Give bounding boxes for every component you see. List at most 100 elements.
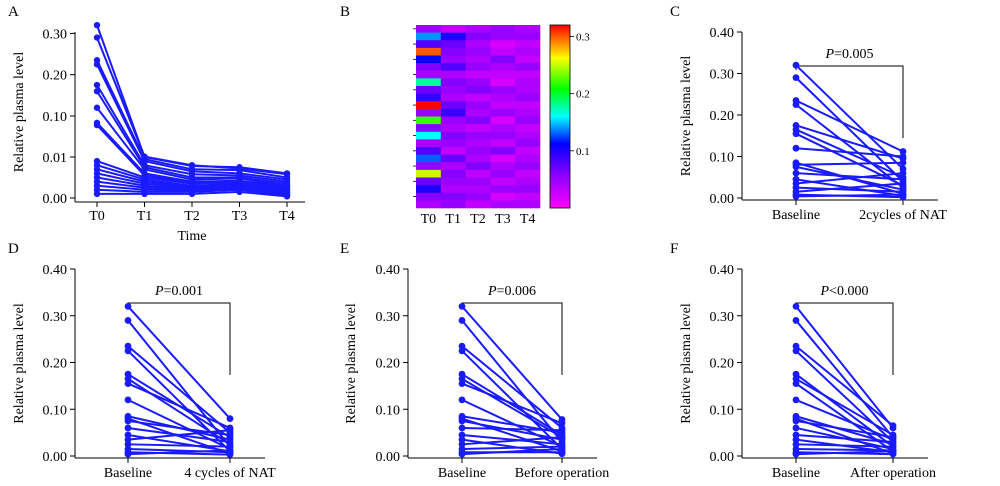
panel-ytick-label: 0.30 <box>710 68 735 83</box>
panel-b-heatmap-cell <box>515 162 541 171</box>
panel-b-heatmap-cell <box>515 139 541 148</box>
panel-b-heatmap-cell <box>490 32 516 41</box>
panel-ylabel: Relative plasma level <box>679 303 694 424</box>
panel-pvalue-text: =0.005 <box>834 47 873 62</box>
panel-ytick-label: 0.30 <box>43 310 68 325</box>
panel-b-heatmap <box>413 25 541 209</box>
panel-b-heatmap-cell <box>416 147 442 155</box>
panel-pair-line <box>795 415 894 446</box>
panel-b-heatmap-cell <box>515 101 541 110</box>
panel-followup-point <box>899 153 907 160</box>
panel-b-heatmap-cell <box>416 32 442 41</box>
panel-xtick-label: Before operation <box>515 466 609 481</box>
panel-b-colorbar-label: 0.2 <box>576 89 590 101</box>
panel-ytick-label: 0.20 <box>710 109 735 124</box>
panel-b-heatmap-cell <box>416 192 442 201</box>
panel-b-heatmap-cell <box>490 78 516 87</box>
panel-baseline-point <box>792 101 800 109</box>
panel-pair-line <box>127 382 231 429</box>
panel-a-ytick-label: 0.40 <box>43 0 68 1</box>
panel-pair-line <box>461 345 563 429</box>
panel-baseline-point <box>792 144 800 152</box>
panel-b-heatmap-cell <box>465 154 491 163</box>
panel-followup-point <box>558 419 566 427</box>
panel-pair-line <box>795 124 904 160</box>
panel-baseline-point <box>124 431 132 439</box>
panel-baseline-point <box>124 342 132 350</box>
panel-pair-line <box>795 433 894 443</box>
panel-followup-point <box>889 422 897 430</box>
panel-ytick-label: 0.30 <box>376 310 401 325</box>
panel-pair-line <box>795 193 904 198</box>
panel-b-heatmap-cell <box>465 40 491 49</box>
panel-pvalue-letter: P <box>820 284 830 299</box>
panel-baseline-point <box>458 431 466 439</box>
panel-b-heatmap-cell <box>515 169 541 178</box>
panel-b-heatmap-cell <box>416 40 442 49</box>
panel-ytick-label: 0.00 <box>710 450 735 465</box>
panel-baseline-point <box>792 370 800 378</box>
panel-b-heatmap-cell <box>490 70 516 79</box>
panel-baseline-point <box>792 424 800 432</box>
panel-b-heatmap-cell <box>440 185 466 194</box>
panel-b: B T0 T1 T2 T3 T4 0.3 0.2 0.1 <box>340 4 590 227</box>
panel-pair-line <box>795 350 894 443</box>
panel-b-heatmap-cell <box>416 185 442 194</box>
panel-b-heatmap-cell <box>465 108 491 117</box>
panel-baseline-point <box>458 380 466 387</box>
panel-letter: C <box>670 4 680 20</box>
panel-pvalue: P=0.005 <box>825 47 874 62</box>
panel-baseline-point <box>124 380 132 387</box>
panel-b-heatmap-cell <box>465 32 491 41</box>
panel-b-heatmap-cell <box>515 177 541 186</box>
panel-followup-point <box>226 415 234 422</box>
panel-b-heatmap-cell <box>515 116 541 125</box>
panel-ytick-label: 0.00 <box>43 450 68 465</box>
panel-baseline-point <box>124 375 132 383</box>
panel-baseline-point <box>792 74 800 82</box>
panel-a-xlabel: Time <box>177 229 206 244</box>
panel-xtick-label: Baseline <box>772 208 820 223</box>
panel-baseline-point <box>792 317 800 324</box>
panel-baseline-point <box>792 61 800 69</box>
panel-pair-line <box>795 99 904 153</box>
panel-pair-line <box>795 128 904 179</box>
panel-letter: E <box>340 241 349 257</box>
panel-b-xtick-label: T1 <box>445 212 461 227</box>
panel-b-xtick-label: T4 <box>520 212 536 227</box>
panel-b-heatmap-cell <box>490 169 516 178</box>
panel-a-point <box>93 34 101 41</box>
panel-ytick-label: 0.10 <box>710 151 735 166</box>
panel-pair-line <box>461 319 563 443</box>
panel-b-heatmap-cell <box>490 177 516 186</box>
panel-pair-line <box>461 447 563 456</box>
panel-pair-line <box>461 433 563 446</box>
panel-b-heatmap-cell <box>416 177 442 186</box>
panel-xtick-label: 4 cycles of NAT <box>184 466 276 481</box>
panel-b-heatmap-cell <box>416 108 442 117</box>
panel-ytick-label: 0.40 <box>710 26 735 41</box>
panel-b-heatmap-cell <box>490 131 516 140</box>
panel-baseline-point <box>458 317 466 324</box>
panel-pair-line <box>461 436 563 446</box>
panel-pair-line <box>795 132 904 187</box>
panel-baseline-point <box>458 370 466 378</box>
panel-b-heatmap-cell <box>515 47 541 56</box>
panel-a-xtick-label: T3 <box>232 209 248 224</box>
panel-a-y-ticks: 0.00 0.01 0.10 0.20 0.30 0.40 <box>43 0 75 207</box>
panel-pvalue-letter: P <box>487 284 497 299</box>
panel-followup-point <box>889 447 897 455</box>
panel-a-point <box>236 188 243 196</box>
panel-a-ytick-label: 0.01 <box>43 151 68 166</box>
panel-b-heatmap-cell <box>416 200 442 209</box>
panel-b-heatmap-cell <box>465 169 491 178</box>
panel-b-heatmap-cell <box>440 101 466 110</box>
panel-ytick-label: 0.00 <box>710 192 735 207</box>
panel-b-heatmap-cell <box>440 108 466 117</box>
panel-a-point <box>93 104 101 111</box>
panel-b-heatmap-cell <box>515 55 541 64</box>
panel-pair-line <box>795 319 894 438</box>
panel-b-heatmap-cell <box>465 177 491 186</box>
panel-pair-line <box>795 161 904 166</box>
panel-baseline-point <box>458 450 466 458</box>
